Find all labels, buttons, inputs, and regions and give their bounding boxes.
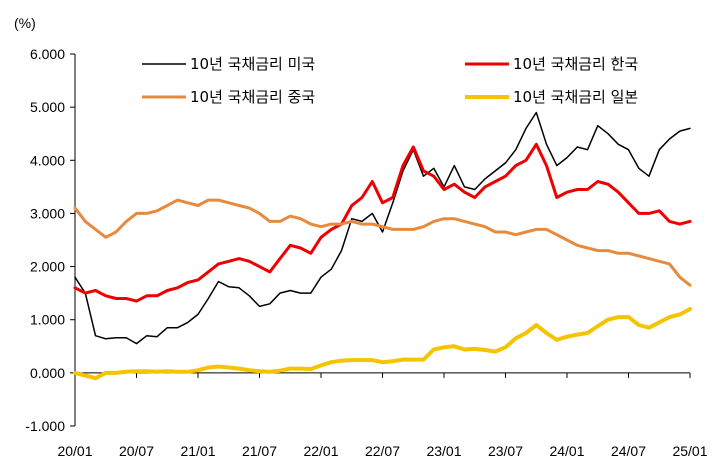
x-tick-label: 22/01 xyxy=(303,443,338,459)
x-tick-label: 20/07 xyxy=(119,443,154,459)
y-tick-label: -1.000 xyxy=(25,418,65,434)
y-tick-label: 1.000 xyxy=(30,312,65,328)
series-line-1 xyxy=(74,111,691,345)
x-tick-label: 23/07 xyxy=(488,443,523,459)
legend: 10년 국채금리 미국 10년 국채금리 한국 10년 국채금리 중국 10년 국채금… xyxy=(142,55,638,106)
legend-label-3: 10년 국채금리 중국 xyxy=(190,88,315,106)
legend-label-2: 10년 국채금리 한국 xyxy=(513,55,638,73)
legend-label-4: 10년 국채금리 일본 xyxy=(513,88,638,106)
x-tick-label: 21/01 xyxy=(180,443,215,459)
series-line-4 xyxy=(73,307,692,381)
y-tick-label: 5.000 xyxy=(30,99,65,115)
x-tick-label: 24/07 xyxy=(611,443,646,459)
x-tick-label: 22/07 xyxy=(365,443,400,459)
y-tick-label: 6.000 xyxy=(30,46,65,62)
x-tick-label: 21/07 xyxy=(242,443,277,459)
series-line-2 xyxy=(73,142,692,303)
x-axis: 20/01 20/07 21/01 21/07 22/01 22/07 23/01 23/07… xyxy=(57,372,708,459)
series-lines xyxy=(73,111,692,381)
series-line-3 xyxy=(73,198,692,287)
y-tick-label: 0.000 xyxy=(30,365,65,381)
x-tick-label: 20/01 xyxy=(57,443,92,459)
x-tick-label: 23/01 xyxy=(426,443,461,459)
y-axis: 6.000 5.000 4.000 3.000 2.000 1.000 0.000 -1.00… xyxy=(25,46,76,434)
y-tick-label: 4.000 xyxy=(30,152,65,168)
x-tick-label: 25/01 xyxy=(672,443,707,459)
y-tick-label: 3.000 xyxy=(30,205,65,221)
y-unit-label: (%) xyxy=(14,15,36,31)
x-tick-label: 24/01 xyxy=(549,443,584,459)
y-tick-label: 2.000 xyxy=(30,259,65,275)
legend-label-1: 10년 국채금리 미국 xyxy=(190,55,315,73)
